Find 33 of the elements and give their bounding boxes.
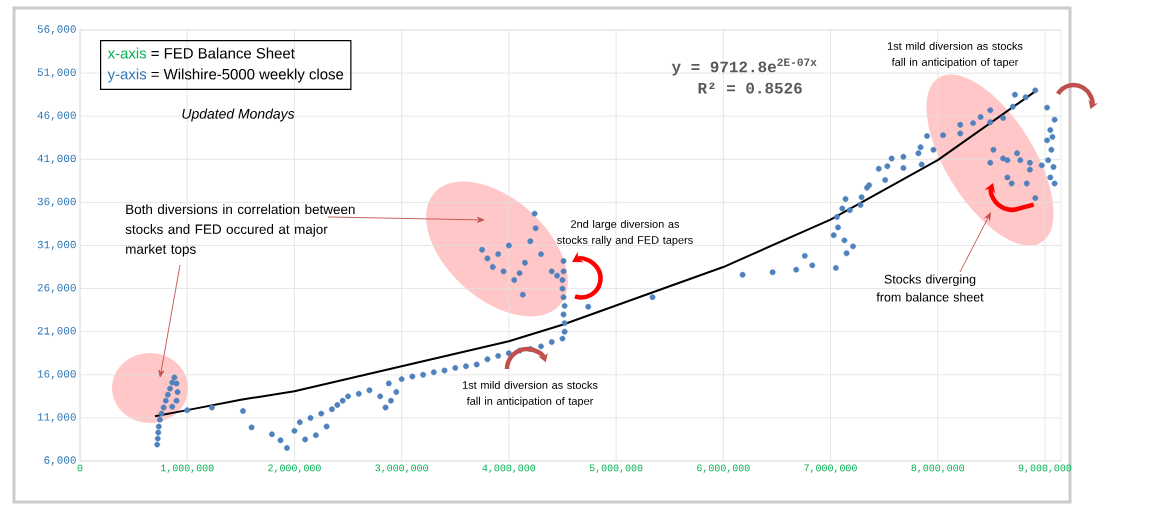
x-tick-label: 8,000,000 xyxy=(911,464,965,473)
annotation: Both diversions in correlation between stocks and FED occured at major market tops xyxy=(125,204,355,257)
y-tick-label: 26,000 xyxy=(37,283,76,294)
annotation: Updated Mondays xyxy=(182,108,295,122)
y-tick-label: 11,000 xyxy=(37,413,76,423)
x-tick-label: 5,000,000 xyxy=(589,464,643,473)
y-tick-label: 51,000 xyxy=(37,68,76,78)
y-tick-label: 6,000 xyxy=(44,456,76,466)
x-tick-label: 3,000,000 xyxy=(375,464,428,473)
y-tick-label: 46,000 xyxy=(37,111,76,121)
annotation: y-axis xyxy=(107,68,147,83)
x-tick-label: 7,000,000 xyxy=(804,464,857,473)
x-tick-label: 4,000,000 xyxy=(482,464,536,473)
annotation: x-axis xyxy=(107,47,147,59)
y-tick-label: 41,000 xyxy=(37,154,76,164)
annotation: 1st mild diversion as stocks fall in anticipation of taper xyxy=(887,41,1023,69)
annotation: R² = 0.8526 xyxy=(698,82,802,94)
annotation: = Wilshire-5000 weekly close xyxy=(151,68,344,83)
annotation: Stocks diverging from balance sheet xyxy=(876,274,984,302)
y-tick-label: 36,000 xyxy=(37,197,76,208)
annotation: 1st mild diversion as stocks fall in anticipation of taper xyxy=(462,380,598,408)
annotation: y = 9712.8e$^{2E-07x}$ xyxy=(671,58,817,76)
y-tick-label: 16,000 xyxy=(37,370,76,380)
x-tick-label: 0 xyxy=(77,464,83,472)
y-tick-label: 56,000 xyxy=(37,25,76,35)
x-tick-label: 9,000,000 xyxy=(1018,464,1072,473)
y-tick-label: 31,000 xyxy=(37,240,76,251)
annotation: = FED Balance Sheet xyxy=(151,47,295,59)
x-tick-label: 1,000,000 xyxy=(161,464,214,473)
annotation: 2nd large diversion as stocks rally and FED tapers xyxy=(557,219,693,247)
x-tick-label: 6,000,000 xyxy=(697,464,750,473)
y-tick-label: 21,000 xyxy=(37,327,76,337)
x-tick-label: 2,000,000 xyxy=(268,464,321,473)
